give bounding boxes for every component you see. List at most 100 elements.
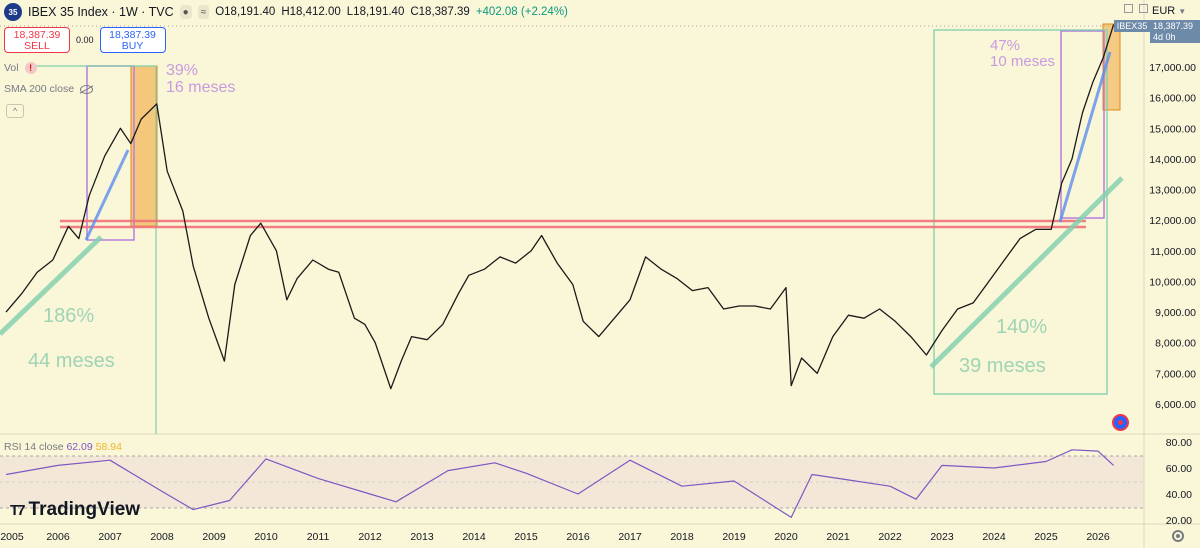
buy-button[interactable]: 18,387.39 BUY — [99, 27, 166, 53]
rsi-label: RSI 14 close — [4, 441, 64, 453]
last-price-tag: 18,387.39 — [1150, 20, 1200, 32]
time-tick-label: 2017 — [618, 531, 642, 543]
symbol-badge-icon: 35 — [4, 3, 22, 21]
gear-icon[interactable] — [1172, 530, 1184, 542]
ohlc-open: O18,191.40 — [215, 6, 276, 18]
time-tick-label: 2012 — [358, 531, 382, 543]
spread-value: 0.00 — [76, 35, 94, 45]
time-tick-label: 2005 — [0, 531, 24, 543]
trade-panel: 18,387.39 SELL 0.00 18,387.39 BUY — [4, 27, 166, 53]
bar-countdown: 4d 0h — [1150, 32, 1200, 43]
vol-legend[interactable]: Vol ! — [4, 62, 37, 74]
trendline-2022 — [929, 176, 1124, 369]
rsi-series-line — [5, 449, 1115, 518]
trendline-2005 — [0, 235, 103, 336]
chevron-down-icon: ▼ — [1178, 6, 1187, 16]
time-tick-label: 2006 — [46, 531, 70, 543]
price-tick-label: 15,000.00 — [1149, 123, 1196, 135]
price-tick-label: 10,000.00 — [1149, 276, 1196, 288]
annot-39-meses: 39 meses — [959, 355, 1046, 377]
rsi-scale[interactable]: 80.00 60.00 40.00 20.00 — [1166, 437, 1192, 527]
time-tick-label: 2015 — [514, 531, 538, 543]
price-tick-label: 6,000.00 — [1155, 399, 1196, 411]
time-tick-label: 2007 — [98, 531, 122, 543]
hidden-eye-icon[interactable] — [80, 84, 94, 94]
annot-16-meses: 16 meses — [166, 79, 235, 96]
time-tick-label: 2026 — [1086, 531, 1110, 543]
alert-icon[interactable] — [1112, 414, 1129, 431]
box-2025-purple — [1060, 30, 1105, 219]
tv-mark-icon: T7 — [10, 501, 25, 519]
time-tick-label: 2019 — [722, 531, 746, 543]
price-series-line — [5, 24, 1115, 390]
steep-trend-2025 — [1058, 51, 1112, 223]
rsi-tick-label: 40.00 — [1166, 489, 1192, 501]
price-tick-label: 7,000.00 — [1155, 368, 1196, 380]
box-2007-orange — [130, 65, 158, 227]
compare-wave-icon[interactable]: ≈ — [197, 5, 210, 19]
time-tick-label: 2010 — [254, 531, 278, 543]
rsi-value: 62.09 — [66, 441, 93, 453]
rsi-legend[interactable]: RSI 14 close 62.09 58.94 — [4, 441, 122, 453]
annot-44-meses: 44 meses — [28, 350, 115, 372]
sell-button[interactable]: 18,387.39 SELL — [4, 27, 70, 53]
sell-price: 18,387.39 — [13, 29, 61, 41]
time-tick-label: 2022 — [878, 531, 902, 543]
time-tick-label: 2014 — [462, 531, 486, 543]
ohlc-change: +402.08 (+2.24%) — [476, 6, 568, 18]
tv-logo-text: TradingView — [28, 499, 141, 520]
price-tick-label: 14,000.00 — [1149, 154, 1196, 166]
ohlc-high: H18,412.00 — [281, 6, 341, 18]
box-2022-green — [933, 29, 1108, 395]
time-axis[interactable]: 2005 2006 2007 2008 2009 2010 2011 2012 2013 2014… — [0, 531, 1110, 543]
rsi-tick-label: 60.00 — [1166, 463, 1192, 475]
annot-140-pct: 140% — [996, 316, 1047, 338]
sell-label: SELL — [24, 40, 50, 52]
currency-label: EUR — [1152, 5, 1176, 17]
maximize-pane-icon[interactable] — [1124, 4, 1133, 13]
sma-legend[interactable]: SMA 200 close — [4, 83, 94, 95]
collapse-legend-button[interactable]: ^ — [6, 104, 24, 118]
restore-pane-icon[interactable] — [1139, 4, 1148, 13]
time-tick-label: 2025 — [1034, 531, 1058, 543]
time-tick-label: 2024 — [982, 531, 1006, 543]
time-tick-label: 2013 — [410, 531, 434, 543]
price-tick-label: 9,000.00 — [1155, 307, 1196, 319]
pane-controls — [1124, 4, 1148, 13]
time-tick-label: 2011 — [307, 531, 330, 543]
time-tick-label: 2016 — [566, 531, 590, 543]
time-tick-label: 2018 — [670, 531, 694, 543]
tradingview-logo[interactable]: T7 TradingView — [10, 499, 140, 521]
symbol-price-tag: IBEX35 — [1114, 20, 1150, 32]
steep-trend-2006 — [84, 149, 130, 241]
warning-icon[interactable]: ! — [24, 62, 37, 74]
price-tick-label: 11,000.00 — [1150, 246, 1196, 258]
ohlc-change-value: +402.08 (+2.24%) — [475, 6, 568, 18]
ohlc-close: C18,387.39 — [410, 6, 470, 18]
time-tick-label: 2021 — [826, 531, 850, 543]
annot-186-pct: 186% — [43, 305, 94, 327]
time-tick-label: 2008 — [150, 531, 174, 543]
vol-label: Vol — [4, 62, 19, 74]
annot-10-meses: 10 meses — [990, 53, 1055, 70]
annot-39-pct: 39% — [166, 62, 198, 79]
symbol-title[interactable]: IBEX 35 Index · 1W · TVC — [28, 5, 174, 19]
rsi-ma-value: 58.94 — [95, 441, 122, 453]
price-tick-label: 13,000.00 — [1149, 185, 1196, 197]
time-tick-label: 2009 — [202, 531, 226, 543]
rsi-tick-label: 20.00 — [1166, 515, 1192, 527]
ohlc-low: L18,191.40 — [346, 6, 405, 18]
price-tick-label: 17,000.00 — [1149, 62, 1196, 74]
buy-price: 18,387.39 — [109, 29, 156, 41]
hide-dot-icon[interactable]: ● — [179, 5, 192, 19]
annot-47-pct: 47% — [990, 37, 1020, 54]
price-tick-label: 16,000.00 — [1149, 93, 1196, 105]
buy-label: BUY — [121, 40, 144, 52]
time-tick-label: 2020 — [774, 531, 798, 543]
time-tick-label: 2023 — [930, 531, 954, 543]
chart-header: 35 IBEX 35 Index · 1W · TVC ● ≈ O18,191.… — [0, 0, 568, 24]
currency-selector[interactable]: EUR ▼ — [1152, 5, 1186, 17]
price-scale[interactable]: 17,000.00 16,000.00 15,000.00 14,000.00 13,0… — [1149, 62, 1196, 411]
price-tick-label: 12,000.00 — [1149, 215, 1196, 227]
